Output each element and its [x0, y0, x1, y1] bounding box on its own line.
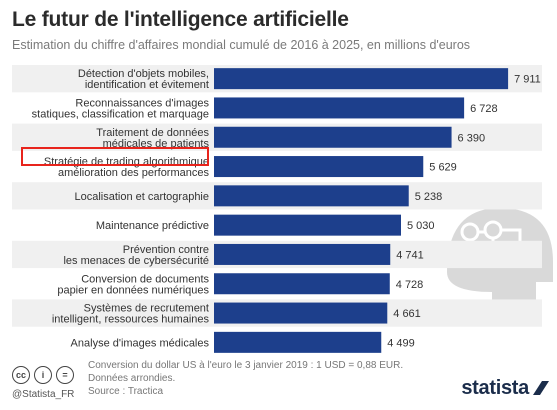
note-line-rounding: Données arrondies. [88, 373, 176, 384]
bar[interactable] [214, 156, 424, 178]
attribution-icon[interactable]: i [34, 366, 52, 384]
bar[interactable] [214, 273, 390, 295]
bar[interactable] [214, 185, 409, 207]
category-label: Maintenance prédictive [96, 220, 209, 232]
category-label: Localisation et cartographie [74, 191, 209, 203]
category-label-line: médicales de patients [103, 138, 210, 150]
category-label-line: Localisation et cartographie [74, 191, 209, 203]
category-label-line: papier en données numériques [57, 284, 209, 296]
category-label: Systèmes de recrutement intelligent, ress… [52, 303, 210, 326]
value-label: 4 728 [396, 279, 424, 291]
chart-title: Le futur de l'intelligence artificielle [12, 8, 349, 31]
category-label-line: Détection d'objets mobiles, [78, 68, 209, 80]
license-icons: cc i = [12, 366, 74, 384]
category-label: Reconnaissances d'images statiques, class… [32, 97, 210, 120]
bar[interactable] [214, 243, 391, 265]
category-label: Traitement de données médicales de patien… [96, 127, 209, 150]
value-label: 6 390 [458, 132, 486, 144]
value-label: 5 030 [407, 220, 435, 232]
bar[interactable] [214, 126, 452, 148]
category-label-line: Systèmes de recrutement [84, 303, 209, 315]
no-derivatives-icon[interactable]: = [56, 366, 74, 384]
category-label: Stratégie de trading algorithmique amélio… [44, 156, 210, 179]
category-label: Conversion de documents papier en données… [57, 273, 209, 296]
bar[interactable] [214, 331, 382, 353]
bar[interactable] [214, 214, 401, 236]
creative-commons-icon[interactable]: cc [12, 366, 30, 384]
value-label: 4 499 [387, 337, 415, 349]
note-line-conversion: Conversion du dollar US à l'euro le 3 ja… [88, 360, 404, 371]
category-label: Détection d'objets mobiles, identificatio… [78, 68, 209, 91]
category-label-line: Reconnaissances d'images [75, 97, 209, 109]
note-line-source: Source : Tractica [88, 386, 164, 397]
value-label: 5 629 [429, 162, 457, 174]
category-label-line: Prévention contre [123, 244, 209, 256]
category-label-line: amélioration des performances [58, 167, 210, 179]
category-label-line: statiques, classification et marquage [32, 108, 209, 120]
category-label-line: intelligent, ressources humaines [52, 314, 210, 326]
value-label: 6 728 [470, 103, 498, 115]
statista-logo[interactable]: statista [461, 377, 529, 399]
bar-chart: 7 911 Détection d'objets mobiles, identifi… [12, 65, 553, 353]
category-label: Prévention contre les menaces de cyberséc… [63, 244, 209, 267]
source-note: Conversion du dollar US à l'euro le 3 ja… [88, 359, 403, 398]
category-label: Analyse d'images médicales [71, 337, 210, 349]
value-label: 5 238 [415, 191, 443, 203]
category-label-line: Conversion de documents [81, 273, 209, 285]
category-label-line: Traitement de données [96, 127, 209, 139]
bar[interactable] [214, 68, 509, 90]
value-label: 7 911 [514, 74, 541, 86]
bar[interactable] [214, 97, 465, 119]
category-label-line: identification et évitement [85, 79, 209, 91]
category-label-line: Maintenance prédictive [96, 220, 209, 232]
bar[interactable] [214, 302, 388, 324]
chart-subtitle: Estimation du chiffre d'affaires mondial… [12, 38, 471, 52]
statista-logo-mark [533, 381, 549, 395]
value-label: 4 741 [396, 249, 424, 261]
social-handle[interactable]: @Statista_FR [12, 389, 75, 400]
value-label: 4 661 [393, 308, 421, 320]
category-label-line: Analyse d'images médicales [71, 337, 210, 349]
category-label-line: les menaces de cybersécurité [63, 255, 209, 267]
